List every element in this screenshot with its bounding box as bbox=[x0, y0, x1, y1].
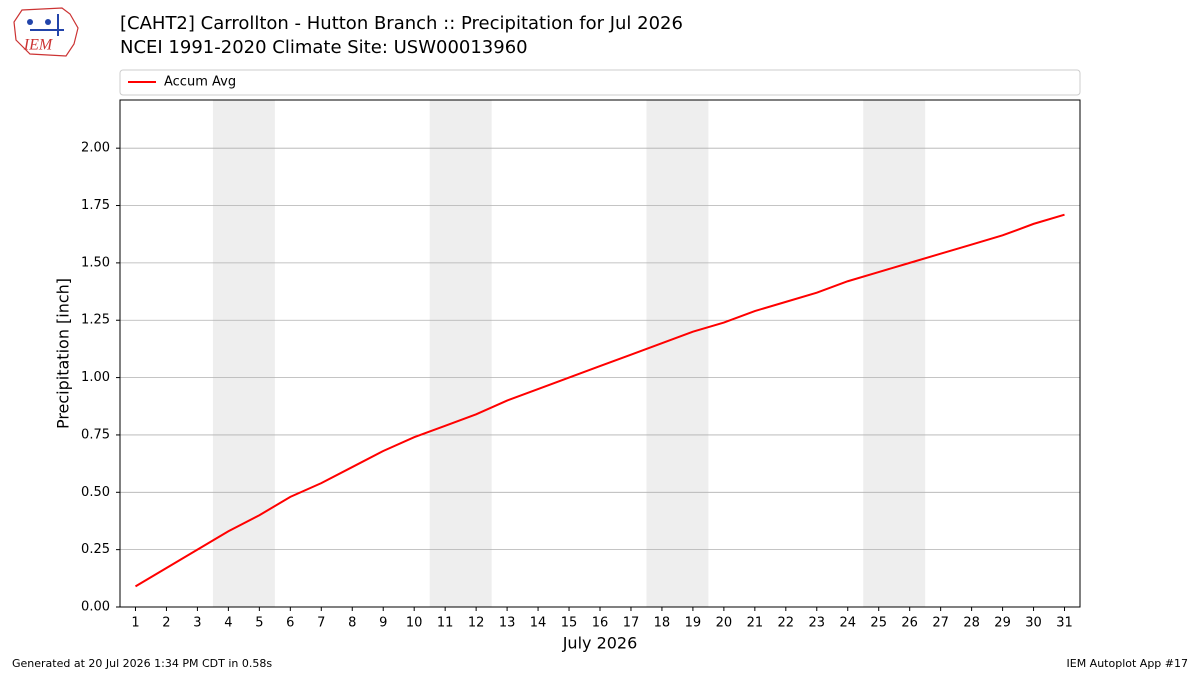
footer-left: Generated at 20 Jul 2026 1:34 PM CDT in … bbox=[12, 657, 272, 670]
x-tick-label: 9 bbox=[379, 616, 387, 631]
x-tick-label: 21 bbox=[747, 616, 764, 631]
x-tick-label: 7 bbox=[317, 616, 325, 631]
chart-subtitle: NCEI 1991-2020 Climate Site: USW00013960 bbox=[120, 37, 528, 58]
weekend-shade bbox=[212, 100, 275, 607]
x-tick-label: 10 bbox=[406, 616, 423, 631]
y-tick-label: 0.75 bbox=[81, 427, 110, 442]
x-tick-label: 22 bbox=[778, 616, 795, 631]
y-axis-label: Precipitation [inch] bbox=[54, 278, 73, 429]
x-tick-label: 8 bbox=[348, 616, 356, 631]
y-tick-label: 1.25 bbox=[81, 313, 110, 328]
x-tick-label: 5 bbox=[255, 616, 263, 631]
y-tick-label: 2.00 bbox=[81, 141, 110, 156]
x-tick-label: 11 bbox=[437, 616, 454, 631]
y-tick-label: 0.50 bbox=[81, 485, 110, 500]
x-tick-label: 28 bbox=[963, 616, 980, 631]
x-tick-label: 23 bbox=[809, 616, 826, 631]
data-line bbox=[134, 213, 1065, 588]
y-tick-label: 0.25 bbox=[81, 542, 110, 557]
weekend-shade bbox=[646, 100, 709, 607]
x-tick-label: 3 bbox=[193, 616, 201, 631]
logo-text: IEM bbox=[23, 37, 54, 54]
x-tick-label: 14 bbox=[530, 616, 547, 631]
x-tick-label: 30 bbox=[1025, 616, 1042, 631]
x-tick-label: 6 bbox=[286, 616, 294, 631]
x-tick-label: 19 bbox=[685, 616, 702, 631]
x-tick-label: 13 bbox=[499, 616, 516, 631]
x-axis-label: July 2026 bbox=[562, 634, 638, 653]
x-tick-label: 20 bbox=[716, 616, 733, 631]
x-tick-label: 24 bbox=[839, 616, 856, 631]
x-tick-label: 31 bbox=[1056, 616, 1073, 631]
x-tick-label: 12 bbox=[468, 616, 485, 631]
x-tick-label: 1 bbox=[131, 616, 139, 631]
weekend-shade bbox=[429, 100, 492, 607]
x-tick-label: 4 bbox=[224, 616, 232, 631]
weekend-shade bbox=[863, 100, 926, 607]
y-tick-label: 1.00 bbox=[81, 370, 110, 385]
x-tick-label: 27 bbox=[932, 616, 949, 631]
x-tick-label: 2 bbox=[162, 616, 170, 631]
chart-title: [CAHT2] Carrollton - Hutton Branch :: Pr… bbox=[120, 13, 683, 34]
y-tick-label: 1.75 bbox=[81, 198, 110, 213]
x-tick-label: 15 bbox=[561, 616, 578, 631]
x-tick-label: 26 bbox=[901, 616, 918, 631]
x-tick-label: 17 bbox=[623, 616, 640, 631]
legend-box bbox=[119, 69, 1081, 96]
x-tick-label: 29 bbox=[994, 616, 1011, 631]
x-tick-label: 18 bbox=[654, 616, 671, 631]
footer-right: IEM Autoplot App #17 bbox=[1067, 657, 1189, 670]
plot-frame bbox=[119, 99, 1081, 608]
y-tick-label: 1.50 bbox=[81, 255, 110, 270]
logo: IEM bbox=[13, 7, 79, 57]
y-tick-label: 0.00 bbox=[81, 600, 110, 615]
x-tick-label: 25 bbox=[870, 616, 887, 631]
legend-label: Accum Avg bbox=[164, 75, 236, 90]
x-tick-label: 16 bbox=[592, 616, 609, 631]
